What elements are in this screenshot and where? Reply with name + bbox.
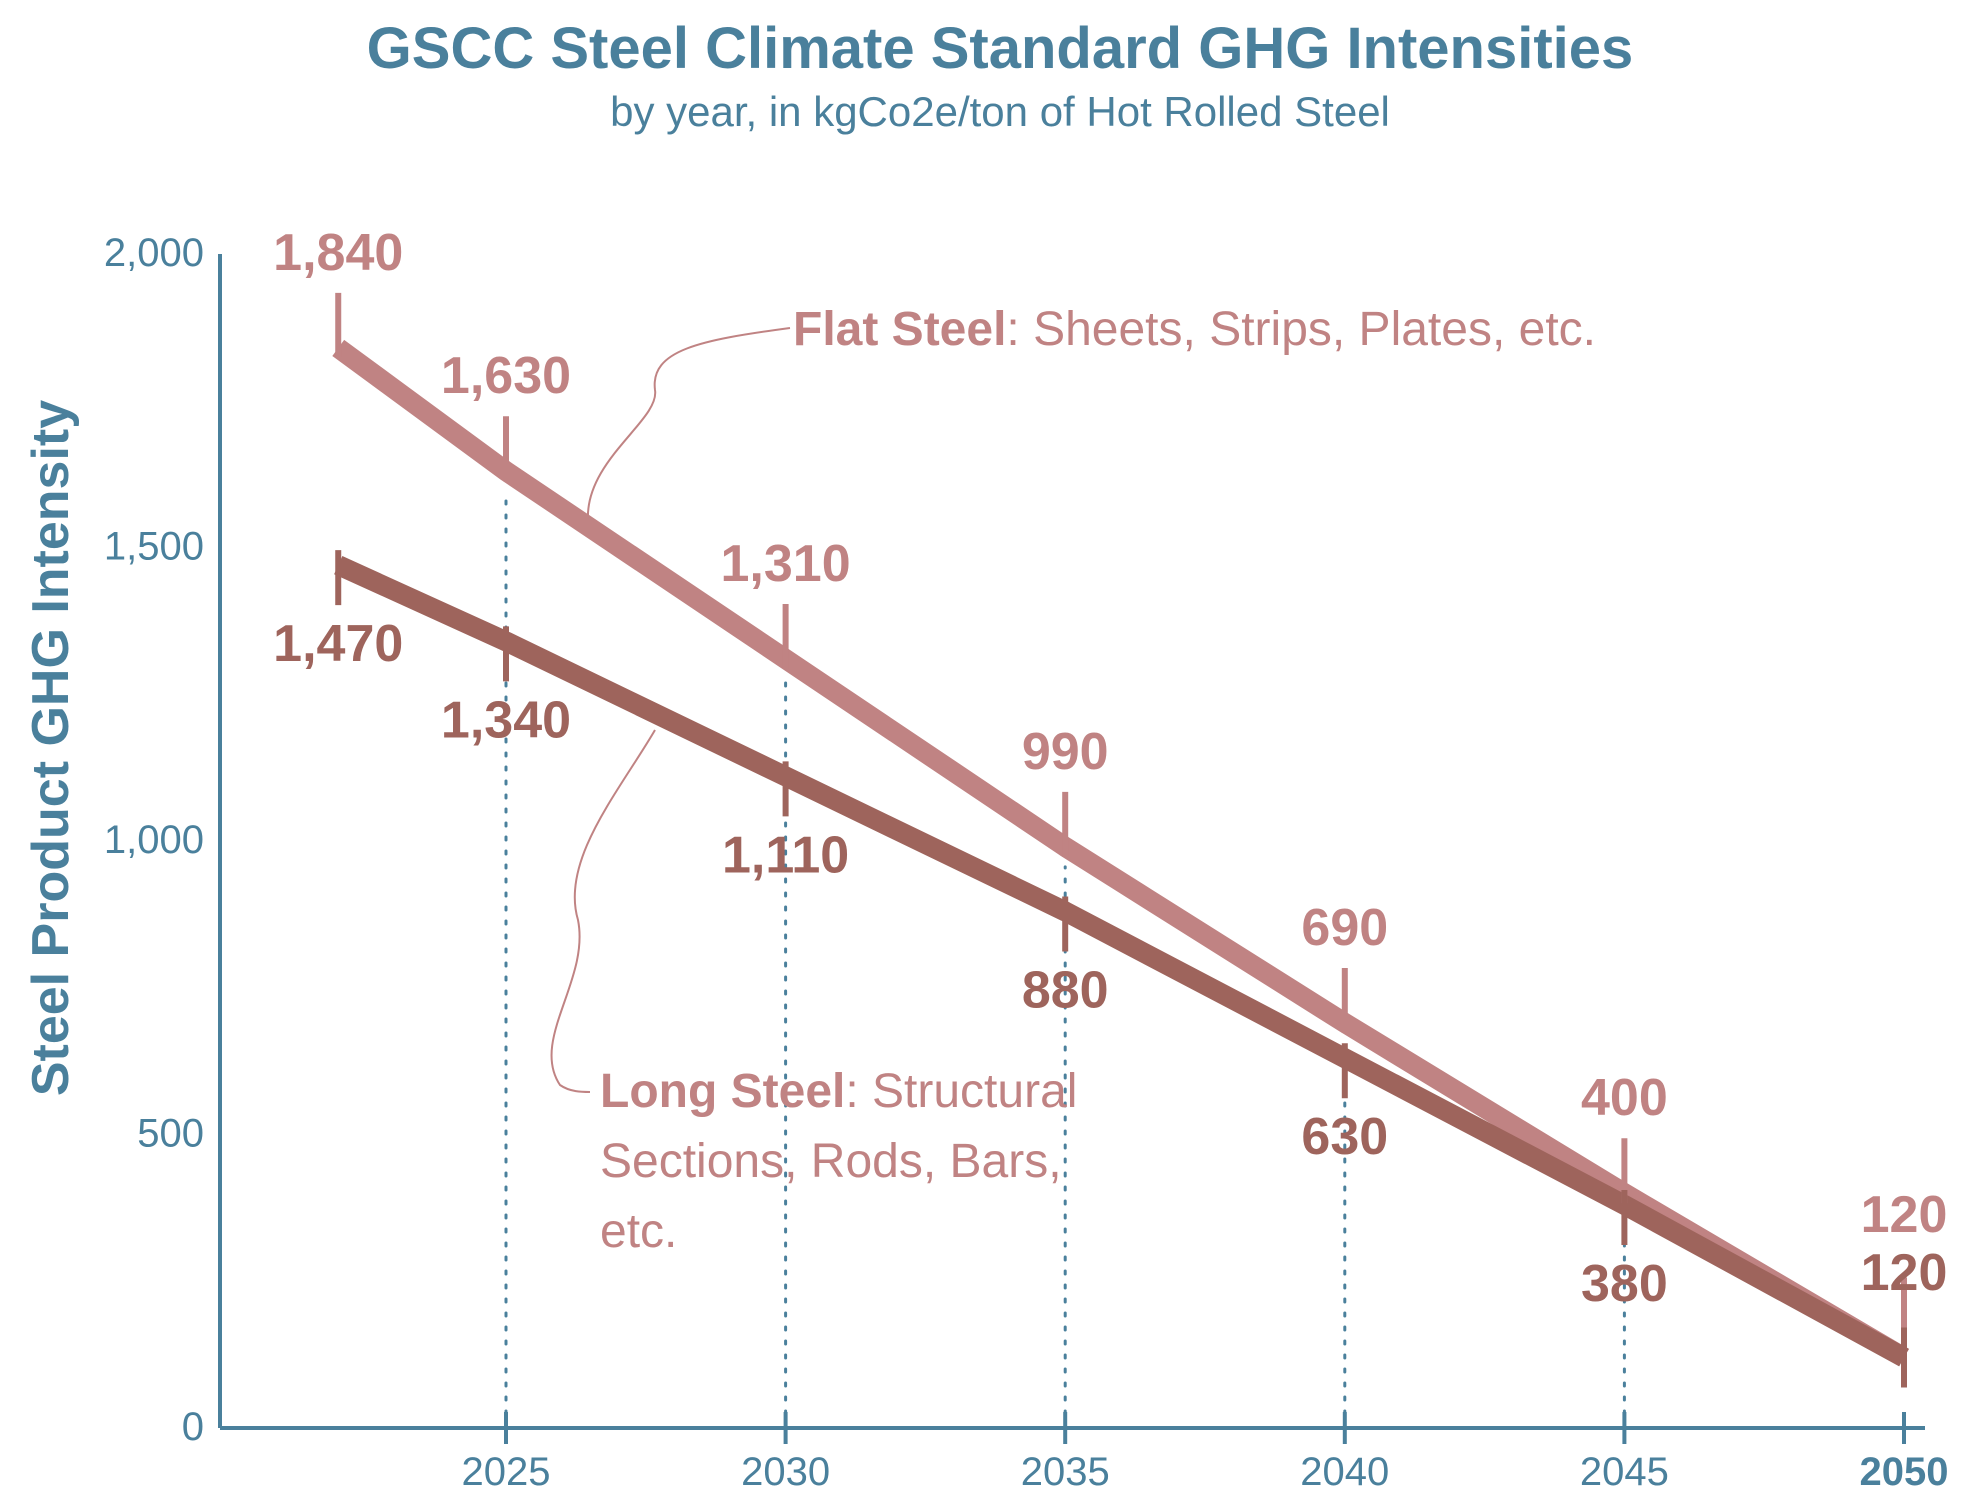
x-tick-label: 2030 xyxy=(741,1450,830,1494)
x-tick-label: 2025 xyxy=(462,1450,551,1494)
long-steel-data-label: 630 xyxy=(1301,1108,1388,1166)
flat-steel-data-label: 120 xyxy=(1861,1186,1948,1244)
chart-subtitle: by year, in kgCo2e/ton of Hot Rolled Ste… xyxy=(610,88,1390,135)
legend-long-description-3: etc. xyxy=(600,1205,677,1258)
y-axis-label: Steel Product GHG Intensity xyxy=(22,400,80,1096)
flat-steel-leader xyxy=(586,327,791,521)
long-steel-data-label: 1,470 xyxy=(273,615,403,673)
legend-flat-name: Flat Steel xyxy=(793,303,1006,356)
svg-text:Flat Steel: Sheets, Strips, Pl: Flat Steel: Sheets, Strips, Plates, etc. xyxy=(793,303,1596,356)
plot-area: 2025 2030 2035 2040 2045 2050 0 500 1,000 1,500 2,… xyxy=(104,224,1949,1494)
legend-flat-description: : Sheets, Strips, Plates, etc. xyxy=(1006,303,1596,356)
x-tick-label: 2045 xyxy=(1580,1450,1669,1494)
flat-steel-data-label: 1,840 xyxy=(273,224,403,282)
legend-long-name: Long Steel xyxy=(600,1065,845,1118)
long-steel-data-label: 1,110 xyxy=(722,826,849,884)
legend-long-description-1: : Structural xyxy=(845,1065,1077,1118)
y-tick-label: 500 xyxy=(137,1112,204,1156)
x-tick-label: 2040 xyxy=(1300,1450,1389,1494)
long-steel-data-label: 880 xyxy=(1022,961,1109,1019)
legend-long-description-2: Sections, Rods, Bars, xyxy=(600,1135,1062,1188)
legend-flat-steel: Flat Steel: Sheets, Strips, Plates, etc. xyxy=(793,303,1596,356)
flat-steel-data-label: 1,310 xyxy=(721,535,851,593)
x-tick-label: 2050 xyxy=(1860,1450,1949,1494)
flat-steel-line xyxy=(332,339,1910,1367)
long-steel-data-label: 120 xyxy=(1861,1244,1948,1302)
flat-steel-data-label: 1,630 xyxy=(441,347,571,405)
flat-steel-data-label: 690 xyxy=(1301,899,1388,957)
long-steel-data-label: 1,340 xyxy=(441,691,571,749)
x-tick-label: 2035 xyxy=(1021,1450,1110,1494)
long-steel-data-label: 380 xyxy=(1581,1255,1668,1313)
flat-steel-data-label: 990 xyxy=(1022,723,1109,781)
chart-title: GSCC Steel Climate Standard GHG Intensit… xyxy=(367,16,1634,81)
legend-long-steel: Long Steel: Structural Sections, Rods, B… xyxy=(600,1065,1077,1258)
y-tick-label: 0 xyxy=(182,1405,204,1449)
long-steel-leader xyxy=(550,729,656,1093)
flat-steel-data-label: 400 xyxy=(1581,1069,1668,1127)
y-tick-label: 1,000 xyxy=(104,818,204,862)
svg-text:Long Steel: Structural: Long Steel: Structural xyxy=(600,1065,1077,1118)
y-tick-label: 2,000 xyxy=(104,231,204,275)
y-tick-label: 1,500 xyxy=(104,525,204,569)
long-steel-line xyxy=(334,556,1909,1367)
